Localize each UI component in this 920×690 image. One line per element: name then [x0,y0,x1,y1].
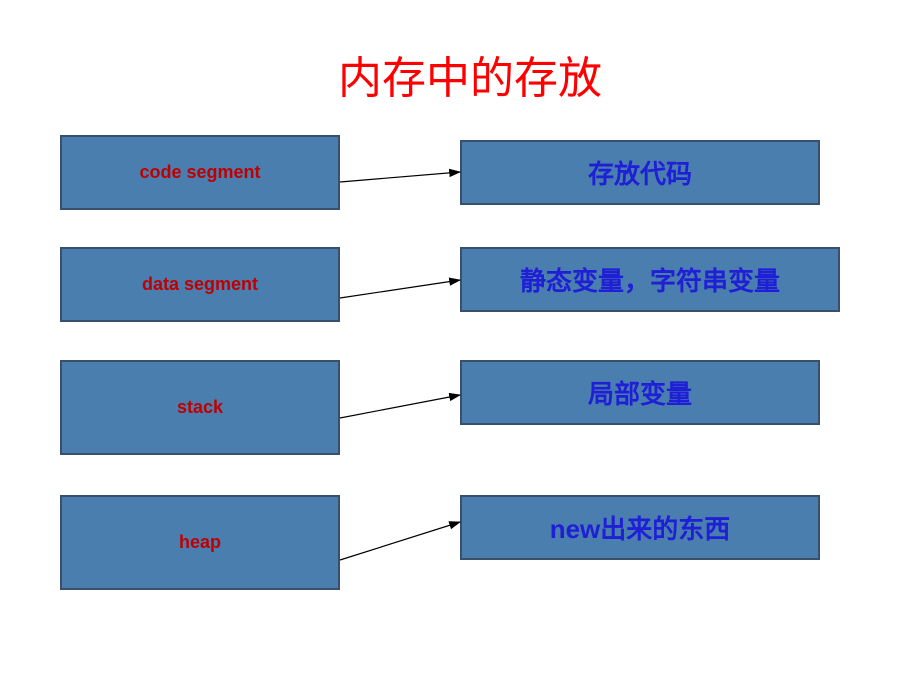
box-data-desc: 静态变量，字符串变量 [460,247,840,312]
box-code-segment: code segment [60,135,340,210]
label-heap-desc: new出来的东西 [550,509,731,546]
box-heap: heap [60,495,340,590]
label-stack-desc: 局部变量 [588,374,692,411]
title-text: 内存中的存放 [338,54,602,103]
label-code-desc: 存放代码 [588,154,692,191]
box-stack: stack [60,360,340,455]
label-code-segment: code segment [139,162,260,183]
box-heap-desc: new出来的东西 [460,495,820,560]
label-heap: heap [179,532,221,553]
diagram-title: 内存中的存放 [270,42,670,102]
diagram-canvas: 内存中的存放 code segment 存放代码 data segment 静态… [0,0,920,690]
label-stack: stack [177,397,223,418]
box-data-segment: data segment [60,247,340,322]
label-data-segment: data segment [142,274,258,295]
box-code-desc: 存放代码 [460,140,820,205]
label-data-desc: 静态变量，字符串变量 [520,261,780,298]
box-stack-desc: 局部变量 [460,360,820,425]
